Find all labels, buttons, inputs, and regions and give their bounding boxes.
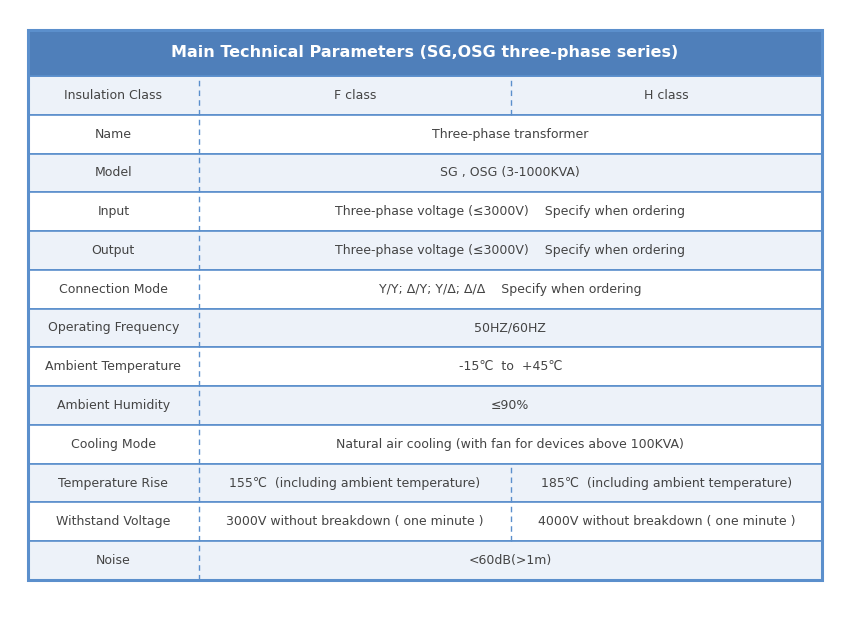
Text: <60dB(>1m): <60dB(>1m) xyxy=(468,554,552,567)
Bar xyxy=(28,192,822,231)
Bar xyxy=(28,76,822,115)
Bar xyxy=(28,153,822,192)
Text: ≤90%: ≤90% xyxy=(491,399,530,412)
Bar xyxy=(28,308,822,347)
Bar xyxy=(28,464,822,502)
Text: Three-phase transformer: Three-phase transformer xyxy=(432,128,588,141)
Text: Cooling Mode: Cooling Mode xyxy=(71,438,156,451)
Text: Ambient Humidity: Ambient Humidity xyxy=(57,399,170,412)
Text: SG , OSG (3-1000KVA): SG , OSG (3-1000KVA) xyxy=(440,166,581,179)
Bar xyxy=(28,115,822,153)
Text: Three-phase voltage (≤3000V)    Specify when ordering: Three-phase voltage (≤3000V) Specify whe… xyxy=(336,205,685,218)
Text: Insulation Class: Insulation Class xyxy=(65,89,162,102)
Bar xyxy=(28,270,822,308)
Text: Natural air cooling (with fan for devices above 100KVA): Natural air cooling (with fan for device… xyxy=(337,438,684,451)
Text: 3000V without breakdown ( one minute ): 3000V without breakdown ( one minute ) xyxy=(226,515,484,528)
Bar xyxy=(28,347,822,386)
Text: 4000V without breakdown ( one minute ): 4000V without breakdown ( one minute ) xyxy=(538,515,795,528)
Text: Output: Output xyxy=(92,244,135,257)
Bar xyxy=(28,30,822,580)
Text: Operating Frequency: Operating Frequency xyxy=(48,321,179,334)
Text: Ambient Temperature: Ambient Temperature xyxy=(45,360,181,373)
Text: Noise: Noise xyxy=(96,554,131,567)
Bar xyxy=(28,386,822,425)
Text: -15℃  to  +45℃: -15℃ to +45℃ xyxy=(459,360,562,373)
Text: Y/Y; Δ/Y; Y/Δ; Δ/Δ    Specify when ordering: Y/Y; Δ/Y; Y/Δ; Δ/Δ Specify when ordering xyxy=(379,282,642,296)
Text: 155℃  (including ambient temperature): 155℃ (including ambient temperature) xyxy=(230,476,480,489)
Text: Temperature Rise: Temperature Rise xyxy=(59,476,168,489)
Text: F class: F class xyxy=(333,89,376,102)
Bar xyxy=(28,502,822,541)
Text: Withstand Voltage: Withstand Voltage xyxy=(56,515,171,528)
Text: H class: H class xyxy=(644,89,688,102)
Text: Main Technical Parameters (SG,OSG three-phase series): Main Technical Parameters (SG,OSG three-… xyxy=(172,46,678,61)
Bar xyxy=(28,231,822,270)
Text: 185℃  (including ambient temperature): 185℃ (including ambient temperature) xyxy=(541,476,792,489)
Text: 50HZ/60HZ: 50HZ/60HZ xyxy=(474,321,547,334)
Bar xyxy=(28,425,822,464)
Bar xyxy=(28,30,822,76)
Text: Connection Mode: Connection Mode xyxy=(59,282,167,296)
Text: Name: Name xyxy=(95,128,132,141)
Bar xyxy=(28,541,822,580)
Text: Model: Model xyxy=(94,166,132,179)
Text: Three-phase voltage (≤3000V)    Specify when ordering: Three-phase voltage (≤3000V) Specify whe… xyxy=(336,244,685,257)
Text: Input: Input xyxy=(97,205,129,218)
